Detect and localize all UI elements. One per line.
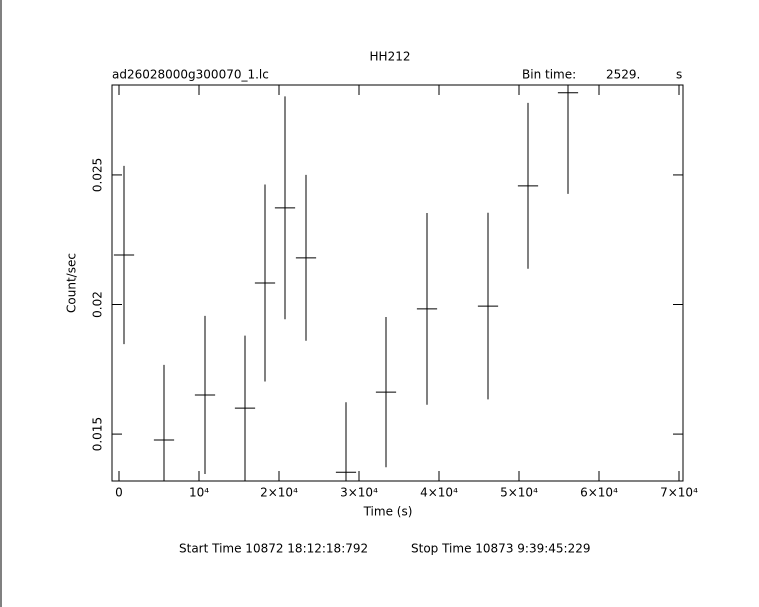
y-tick-label: 0.025 (91, 158, 105, 192)
file-name: ad26028000g300070_1.lc (112, 68, 269, 82)
x-tick-label: 3×10⁴ (340, 486, 378, 500)
y-tick-label: 0.015 (91, 417, 105, 451)
y-tick-label: 0.02 (91, 291, 105, 318)
x-tick-label: 6×10⁴ (580, 486, 618, 500)
start-time: Start Time 10872 18:12:18:792 (179, 542, 368, 556)
data-area (113, 85, 579, 481)
y-axis-label: Count/sec (65, 253, 79, 313)
bin-time-unit: s (676, 68, 682, 82)
x-tick-label: 4×10⁴ (420, 486, 458, 500)
plot-frame (111, 84, 684, 482)
bin-time-label: Bin time: (522, 68, 576, 82)
bin-time-value: 2529. (606, 68, 640, 82)
x-tick-label: 5×10⁴ (500, 486, 538, 500)
x-tick-label: 10⁴ (189, 486, 209, 500)
x-axis-label: Time (s) (363, 505, 413, 519)
x-tick-label: 0 (115, 486, 123, 500)
stop-time: Stop Time 10873 9:39:45:229 (411, 542, 590, 556)
x-tick-label: 2×10⁴ (260, 486, 298, 500)
x-tick-label: 7×10⁴ (660, 486, 698, 500)
chart-title: HH212 (370, 50, 411, 64)
